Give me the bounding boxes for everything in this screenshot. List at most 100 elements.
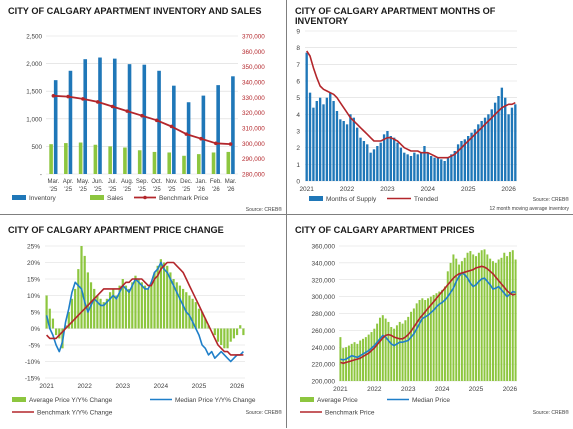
y-tick-label: 4 xyxy=(296,112,300,119)
average-price-change-bar xyxy=(140,282,143,329)
average-price-bar xyxy=(449,262,452,381)
months-of-supply-bar xyxy=(440,159,443,181)
footnote: 12 month moving average inventory xyxy=(490,206,570,212)
months-of-supply-bar xyxy=(308,92,312,181)
x-tick-label: Jul. xyxy=(108,179,118,185)
source-note: Source: CREB® xyxy=(246,206,283,213)
average-price-change-bar xyxy=(175,282,178,329)
average-price-change-bar xyxy=(134,275,137,329)
source-note: Source: CREB® xyxy=(533,409,570,416)
panel-title-line-2: INVENTORY xyxy=(295,16,349,26)
y-tick-label: 25% xyxy=(27,244,40,251)
average-price-change-bar xyxy=(137,279,140,329)
y-tick-label: 3 xyxy=(296,129,300,136)
average-price-change-bar xyxy=(188,295,191,329)
legend-swatch-average-price-change xyxy=(12,397,26,402)
months-of-supply-bar xyxy=(443,161,446,181)
average-price-bar xyxy=(421,298,424,381)
average-price-bar xyxy=(410,311,413,381)
benchmark-price-point xyxy=(199,136,203,141)
source-note: Source: CREB® xyxy=(533,196,570,203)
average-price-change-bar xyxy=(169,272,172,329)
benchmark-price-point xyxy=(125,109,130,113)
sales-bar xyxy=(196,154,201,174)
months-of-supply-bar xyxy=(456,144,460,181)
average-price-change-bar xyxy=(162,262,166,329)
average-price-bar xyxy=(390,327,393,381)
x-tick-label: Jan. xyxy=(195,179,207,185)
y-tick-label: 10% xyxy=(27,293,40,300)
average-price-bar xyxy=(475,256,478,381)
average-price-change-bar xyxy=(51,318,55,329)
average-price-bar xyxy=(345,347,348,381)
average-price-change-bar xyxy=(128,288,131,329)
months-of-supply-bar xyxy=(406,154,409,181)
average-price-bar xyxy=(443,286,446,381)
y-tick-label: 0% xyxy=(31,326,41,333)
average-price-change-bar xyxy=(226,328,229,349)
benchmark-price-point xyxy=(140,113,144,118)
average-price-change-bar xyxy=(194,302,197,329)
average-price-change-bar xyxy=(93,288,96,329)
y-tick-label: 280,000 xyxy=(312,311,336,318)
months-of-supply-bar xyxy=(480,121,483,181)
average-price-bar xyxy=(395,325,398,381)
inventory-bar xyxy=(172,85,176,174)
x-tick-label: Sep. xyxy=(136,179,149,185)
average-price-change-bar xyxy=(156,265,159,329)
y-tick-label: 300,000 xyxy=(312,294,336,301)
x-tick-label: '26 xyxy=(197,187,205,193)
months-of-supply-bar xyxy=(329,92,332,181)
average-price-bar xyxy=(452,254,455,381)
inventory-bar xyxy=(142,64,147,174)
months-of-supply-bar xyxy=(473,129,477,181)
y-tick-label-left: 1,500 xyxy=(26,89,42,96)
inventory-bar xyxy=(83,59,88,174)
legend-label-benchmark-price: Benchmark Price xyxy=(159,195,209,202)
x-tick-label: Mar. xyxy=(225,179,237,185)
average-price-bar xyxy=(441,289,444,381)
legend-label-benchmark-change: Benchmark Y/Y% Change xyxy=(37,410,113,417)
y-tick-label: -10% xyxy=(25,359,40,366)
x-tick-label: 2024 xyxy=(154,383,169,390)
months-of-supply-bar xyxy=(389,136,392,181)
average-price-bar xyxy=(367,334,370,381)
average-price-bar xyxy=(347,345,350,381)
average-price-bar xyxy=(356,343,359,381)
x-tick-label: 2025 xyxy=(469,386,484,393)
y-tick-label-left: 500 xyxy=(31,144,42,151)
average-price-bar xyxy=(458,264,461,381)
median-price-change-line xyxy=(45,261,244,363)
price-change-panel: CITY OF CALGARY APARTMENT PRICE CHANGE -… xyxy=(0,215,286,429)
benchmark-price-point xyxy=(214,141,218,146)
panel-title: CITY OF CALGARY APARTMENT PRICES xyxy=(295,225,475,235)
average-price-change-bar xyxy=(143,285,147,329)
average-price-change-bar xyxy=(131,282,134,329)
average-price-change-bar xyxy=(55,328,58,336)
y-tick-label-right: 300,000 xyxy=(242,141,265,148)
average-price-bar xyxy=(373,328,376,381)
inventory-bar xyxy=(186,102,191,174)
sales-bar xyxy=(49,144,53,174)
benchmark-price-point xyxy=(81,97,85,101)
average-price-change-bar xyxy=(153,272,156,329)
average-price-bar xyxy=(466,252,469,381)
panel-title: CITY OF CALGARY APARTMENT PRICE CHANGE xyxy=(8,225,224,235)
average-price-bar xyxy=(469,251,472,381)
x-tick-label: 2024 xyxy=(435,386,450,393)
panel-title: CITY OF CALGARY APARTMENT MONTHS OF INVE… xyxy=(295,6,495,26)
legend-marker-benchmark-price xyxy=(143,195,147,200)
average-price-bar xyxy=(472,254,475,381)
benchmark-price-point xyxy=(228,142,233,146)
months-of-supply-bar xyxy=(315,101,318,181)
months-of-supply-bar xyxy=(487,114,490,181)
legend-label-median-price: Median Price xyxy=(412,397,450,404)
benchmark-price-point xyxy=(110,104,115,109)
months-of-supply-bar xyxy=(403,152,406,181)
months-of-supply-bar xyxy=(463,139,467,181)
average-price-change-bar xyxy=(83,255,86,329)
x-tick-label: 2021 xyxy=(39,383,54,390)
benchmark-price-point xyxy=(184,132,189,136)
x-tick-label: 2026 xyxy=(501,186,516,193)
y-tick-label-left: 1,000 xyxy=(26,116,42,123)
